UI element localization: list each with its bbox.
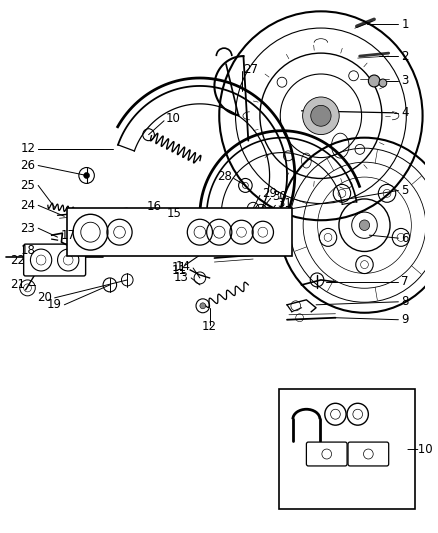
Text: 5: 5 [401, 184, 409, 197]
Text: 10: 10 [166, 112, 181, 125]
Text: 1: 1 [401, 18, 409, 31]
Text: 21: 21 [11, 278, 25, 292]
Text: 15: 15 [166, 207, 181, 220]
Circle shape [368, 75, 380, 87]
Text: 8: 8 [401, 295, 409, 308]
FancyBboxPatch shape [307, 442, 347, 466]
Text: 17: 17 [61, 229, 76, 241]
FancyBboxPatch shape [24, 244, 85, 276]
Text: 28: 28 [217, 170, 232, 183]
Text: 24: 24 [20, 199, 35, 212]
Text: 22: 22 [11, 254, 25, 266]
Text: 2: 2 [401, 50, 409, 62]
Text: 12: 12 [20, 142, 35, 155]
Circle shape [84, 173, 89, 179]
Text: 3: 3 [401, 75, 409, 87]
Text: 12: 12 [202, 320, 217, 333]
Text: 9: 9 [401, 313, 409, 326]
Text: 14: 14 [176, 260, 191, 272]
Text: 27: 27 [244, 62, 258, 76]
Text: 25: 25 [21, 179, 35, 192]
Text: 6: 6 [401, 232, 409, 245]
Text: 16: 16 [147, 200, 162, 213]
Circle shape [379, 79, 387, 87]
Text: 7: 7 [401, 276, 409, 288]
Text: —10: —10 [406, 442, 433, 456]
Text: 13: 13 [173, 271, 188, 285]
Text: 31: 31 [277, 197, 292, 210]
Bar [67, 208, 292, 256]
Circle shape [311, 106, 331, 126]
Circle shape [303, 97, 339, 135]
FancyBboxPatch shape [348, 442, 389, 466]
Text: 23: 23 [21, 222, 35, 235]
Text: 19: 19 [46, 298, 61, 311]
Circle shape [359, 220, 370, 230]
Text: 20: 20 [37, 292, 52, 304]
Circle shape [200, 303, 206, 309]
Bar [279, 389, 415, 508]
Text: 11: 11 [172, 264, 187, 277]
Text: 30: 30 [272, 190, 287, 203]
Text: 29: 29 [262, 187, 277, 200]
Text: 18: 18 [21, 244, 35, 256]
Text: 26: 26 [20, 159, 35, 172]
Text: 11: 11 [172, 262, 187, 274]
Text: 4: 4 [401, 106, 409, 119]
